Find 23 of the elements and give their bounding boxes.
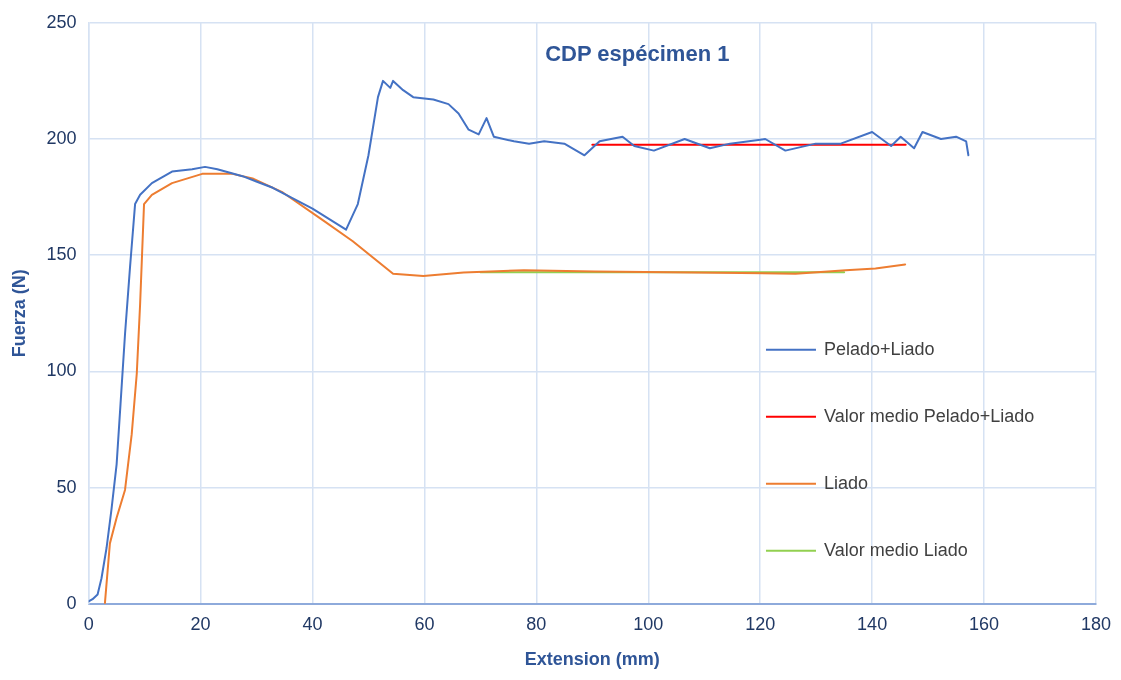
legend-label: Valor medio Pelado+Liado — [823, 405, 1035, 426]
y-tick-label: 150 — [46, 244, 77, 265]
legend-label: Liado — [823, 472, 869, 493]
x-tick-label: 20 — [190, 613, 211, 634]
x-tick-label: 60 — [414, 613, 435, 634]
x-tick-label: 180 — [1080, 613, 1112, 634]
x-tick-label: 100 — [633, 613, 664, 634]
y-tick-label: 100 — [46, 360, 77, 381]
x-axis-title: Extension (mm) — [524, 649, 660, 670]
y-tick-label: 250 — [46, 11, 77, 32]
y-tick-label: 200 — [46, 127, 77, 148]
legend-label: Pelado+Liado — [823, 338, 935, 359]
y-tick-label: 50 — [56, 476, 77, 497]
y-axis-title: Fuerza (N) — [8, 269, 29, 358]
x-tick-label: 120 — [745, 613, 776, 634]
x-tick-label: 160 — [969, 613, 1000, 634]
x-tick-label: 140 — [857, 613, 888, 634]
x-tick-label: 80 — [526, 613, 547, 634]
legend-label: Valor medio Liado — [823, 539, 968, 560]
x-tick-label: 40 — [302, 613, 323, 634]
text: CDP espécimen 1 — [545, 40, 730, 66]
x-tick-label: 0 — [83, 613, 94, 634]
y-tick-label: 0 — [66, 592, 77, 613]
